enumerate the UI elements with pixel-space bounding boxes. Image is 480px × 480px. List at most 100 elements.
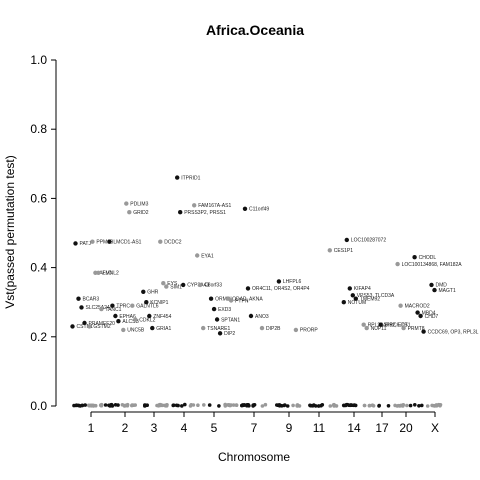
baseline-point (228, 403, 232, 407)
data-point: SIM1 (164, 284, 182, 290)
point-label: NUP11 (371, 326, 387, 332)
data-points: PATJ PPM1B LMCD1-AS1ALLCFMNL2BCAR3SLC25A24… (70, 175, 478, 337)
data-point: LOC100287072 (345, 238, 387, 244)
point-marker (249, 314, 253, 318)
data-point: GRID2 (127, 210, 149, 216)
point-label: CHD7 (425, 314, 439, 320)
data-point: EXD3 (212, 307, 231, 313)
point-marker (418, 314, 422, 318)
baseline-point (104, 403, 108, 407)
baseline-point (417, 404, 421, 408)
point-label: PATJ (80, 241, 92, 247)
baseline-point (401, 404, 405, 408)
point-marker (73, 241, 77, 245)
x-tick-label: 17 (375, 421, 389, 435)
baseline-point (235, 403, 239, 407)
data-point: MACROD2 (398, 304, 429, 310)
point-marker (144, 300, 148, 304)
point-label: CHODL (419, 255, 437, 261)
point-marker (147, 314, 151, 318)
data-point: PRSS3P2, PRSS1 (178, 210, 226, 216)
point-marker (110, 304, 114, 308)
baseline-point (100, 404, 104, 408)
baseline-point (405, 404, 409, 408)
point-label: LMCD1-AS1 (113, 240, 141, 246)
baseline-point (83, 403, 87, 407)
data-point: BCAR3 (76, 297, 99, 303)
point-marker (229, 298, 233, 302)
point-label: PRORP (300, 328, 318, 334)
point-marker (328, 248, 332, 252)
baseline-point (165, 403, 169, 407)
baseline-point (295, 404, 299, 408)
data-point: PDLIM3 (124, 201, 148, 207)
data-point: LOC100134868, FAM182A (395, 262, 462, 268)
point-marker (215, 317, 219, 321)
point-marker (246, 286, 250, 290)
point-label: LHFPL6 (283, 279, 302, 285)
chart-title: Africa.Oceania (206, 22, 304, 38)
x-tick-label: 2 (122, 421, 129, 435)
point-marker (192, 203, 196, 207)
point-marker (127, 210, 131, 214)
point-label: MACROD2 (405, 304, 430, 310)
data-point: C11orf49 (243, 207, 270, 213)
point-label: FMNL2 (102, 271, 119, 277)
point-marker (99, 307, 103, 311)
point-marker (116, 319, 120, 323)
point-label: DIP2B (266, 326, 281, 332)
point-marker (218, 331, 222, 335)
y-tick-label: 0.0 (30, 399, 47, 413)
baseline-point (426, 404, 430, 408)
point-marker (362, 323, 366, 327)
point-label: UNC5B (127, 328, 145, 334)
point-marker (243, 207, 247, 211)
data-point: PRMT8 (401, 326, 424, 332)
point-marker (277, 279, 281, 283)
baseline-point (283, 403, 287, 407)
data-point: LHFPL6 (277, 279, 302, 285)
point-marker (432, 288, 436, 292)
baseline-point (217, 404, 221, 408)
baseline-point (409, 404, 413, 408)
x-tick-label: 5 (211, 421, 218, 435)
point-label: KCNIP1 (150, 300, 168, 306)
point-label: NOTUM (348, 300, 366, 306)
data-point: CHODL (412, 255, 436, 261)
point-marker (412, 255, 416, 259)
y-tick-label: 0.4 (30, 261, 47, 275)
baseline-point (145, 403, 149, 407)
baseline-point (130, 404, 134, 408)
y-axis-label: Vst(passed permutation test) (3, 155, 17, 308)
point-marker (294, 328, 298, 332)
point-marker (198, 283, 202, 287)
x-tick-label: 14 (347, 421, 361, 435)
point-label: MAGT1 (439, 288, 456, 294)
point-label: SPTAN1 (221, 317, 240, 323)
point-label: CCDC69, OP3, RPL3L (428, 329, 479, 335)
point-marker (150, 326, 154, 330)
baseline-point (175, 404, 179, 408)
point-marker (201, 326, 205, 330)
point-marker (429, 283, 433, 287)
data-point: NOTUM (342, 300, 367, 306)
point-label: EYA1 (201, 253, 214, 259)
point-marker (70, 324, 74, 328)
baseline-point (353, 403, 357, 407)
point-label: TPRC (116, 304, 130, 310)
y-tick-label: 0.2 (30, 330, 47, 344)
point-label: GRID2 (133, 210, 149, 216)
x-tick-label: X (431, 421, 439, 435)
data-point: EYA1 (195, 253, 214, 259)
baseline-point (277, 403, 281, 407)
point-marker (421, 329, 425, 333)
data-point: PRORP (294, 328, 319, 334)
point-label: SIM1 (170, 284, 182, 290)
point-marker (181, 283, 185, 287)
baseline-point (393, 404, 397, 408)
point-marker (113, 314, 117, 318)
baseline-point (349, 403, 353, 407)
point-marker (178, 210, 182, 214)
point-marker (212, 307, 216, 311)
point-marker (124, 201, 128, 205)
